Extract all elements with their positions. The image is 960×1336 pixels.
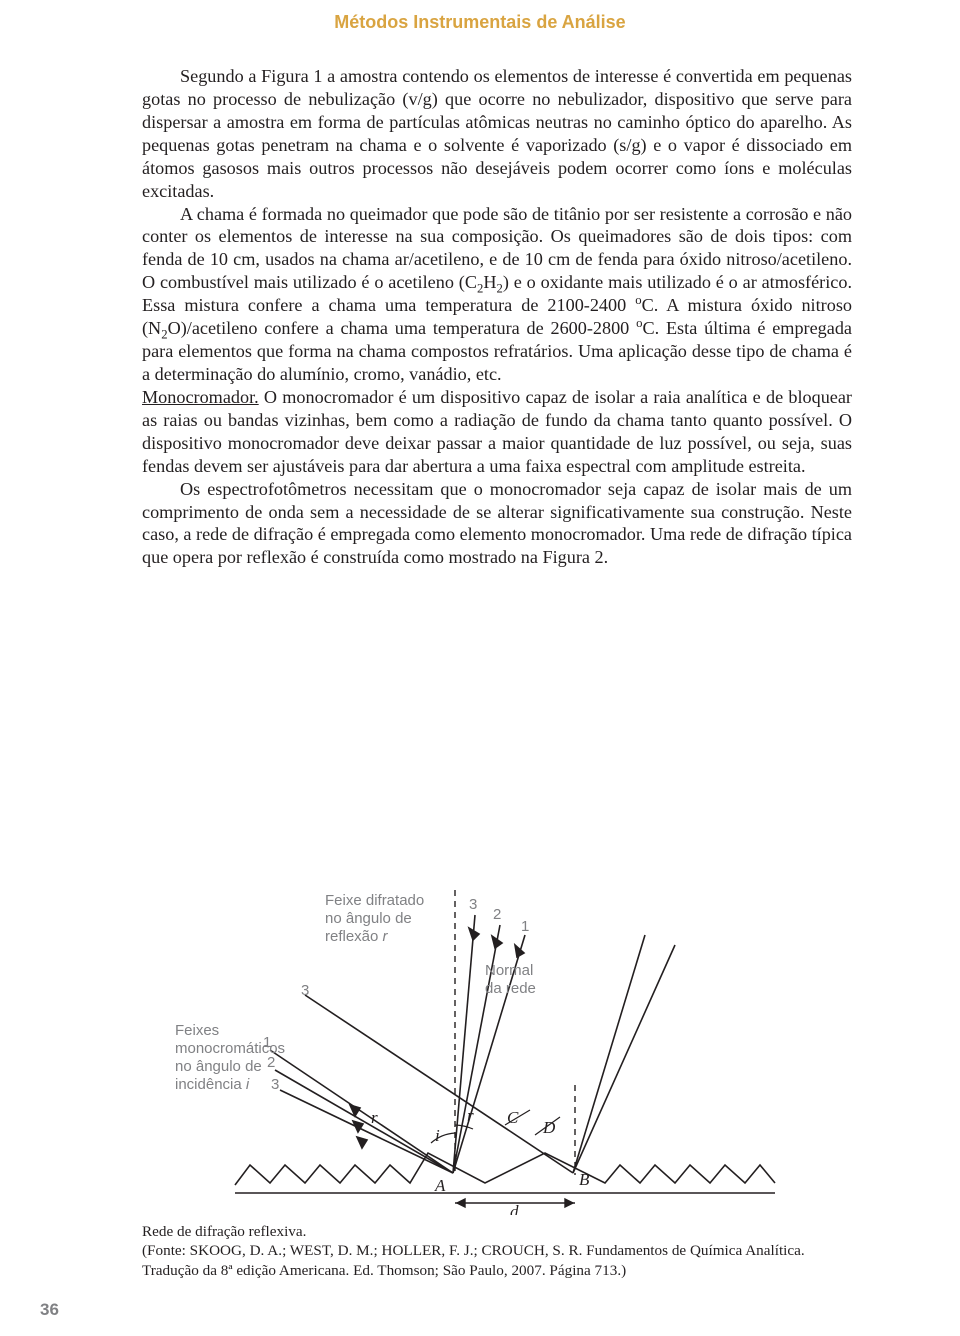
running-header: Métodos Instrumentais de Análise [0,12,960,33]
figure-label-1d: 1 [521,918,529,935]
figure-point-B: B [579,1170,590,1189]
paragraph-2: A chama é formada no queimador que pode … [142,203,852,386]
figure-label-3i-top: 3 [301,982,309,999]
figure-label-2d: 2 [493,906,501,923]
figure-point-A: A [434,1176,446,1195]
paragraph-4: Os espectrofotômetros necessitam que o m… [142,478,852,570]
figure-point-D: D [542,1118,556,1137]
figure-label-3d: 3 [469,896,477,913]
figure-incident-label-3: no ângulo de [175,1058,262,1075]
paragraph-3: Monocromador. O monocromador é um dispos… [142,386,852,478]
diffraction-grating-figure: 1 2 3 3 3 2 1 A B C D i r r d Feixe difr… [175,885,815,1215]
figure-angle-i: i [435,1126,440,1145]
text-span: H [483,272,496,292]
section-label: Monocromador. [142,387,259,407]
figure-angle-r2: r [371,1108,378,1127]
figure-distance-d: d [510,1202,519,1215]
figure-point-C: C [507,1108,519,1127]
caption-line-2: (Fonte: SKOOG, D. A.; WEST, D. M.; HOLLE… [142,1241,852,1280]
caption-line-1: Rede de difração reflexiva. [142,1222,852,1241]
figure-incident-label-1: Feixes [175,1022,219,1039]
figure-incident-label-2: monocromáticos [175,1040,285,1057]
figure-normal-label-1: Normal [485,962,533,979]
figure-incident-label-4: incidência i [175,1076,250,1093]
figure-diffracted-label-1: Feixe difratado [325,892,424,909]
page-number: 36 [40,1300,59,1320]
paragraph-1: Segundo a Figura 1 a amostra contendo os… [142,65,852,203]
text-span: O)/acetileno confere a chama uma tempera… [168,318,637,338]
body-text: Segundo a Figura 1 a amostra contendo os… [142,65,852,569]
page: Métodos Instrumentais de Análise Segundo… [0,0,960,1336]
figure-diffracted-label-2: no ângulo de [325,910,412,927]
figure-svg: 1 2 3 3 3 2 1 A B C D i r r d Feixe difr… [175,885,815,1215]
figure-caption: Rede de difração reflexiva. (Fonte: SKOO… [142,1222,852,1280]
figure-label-3i: 3 [271,1076,279,1093]
figure-angle-r: r [467,1106,474,1125]
figure-normal-label-2: da rede [485,980,536,997]
figure-diffracted-label-3: reflexão r [325,928,389,945]
